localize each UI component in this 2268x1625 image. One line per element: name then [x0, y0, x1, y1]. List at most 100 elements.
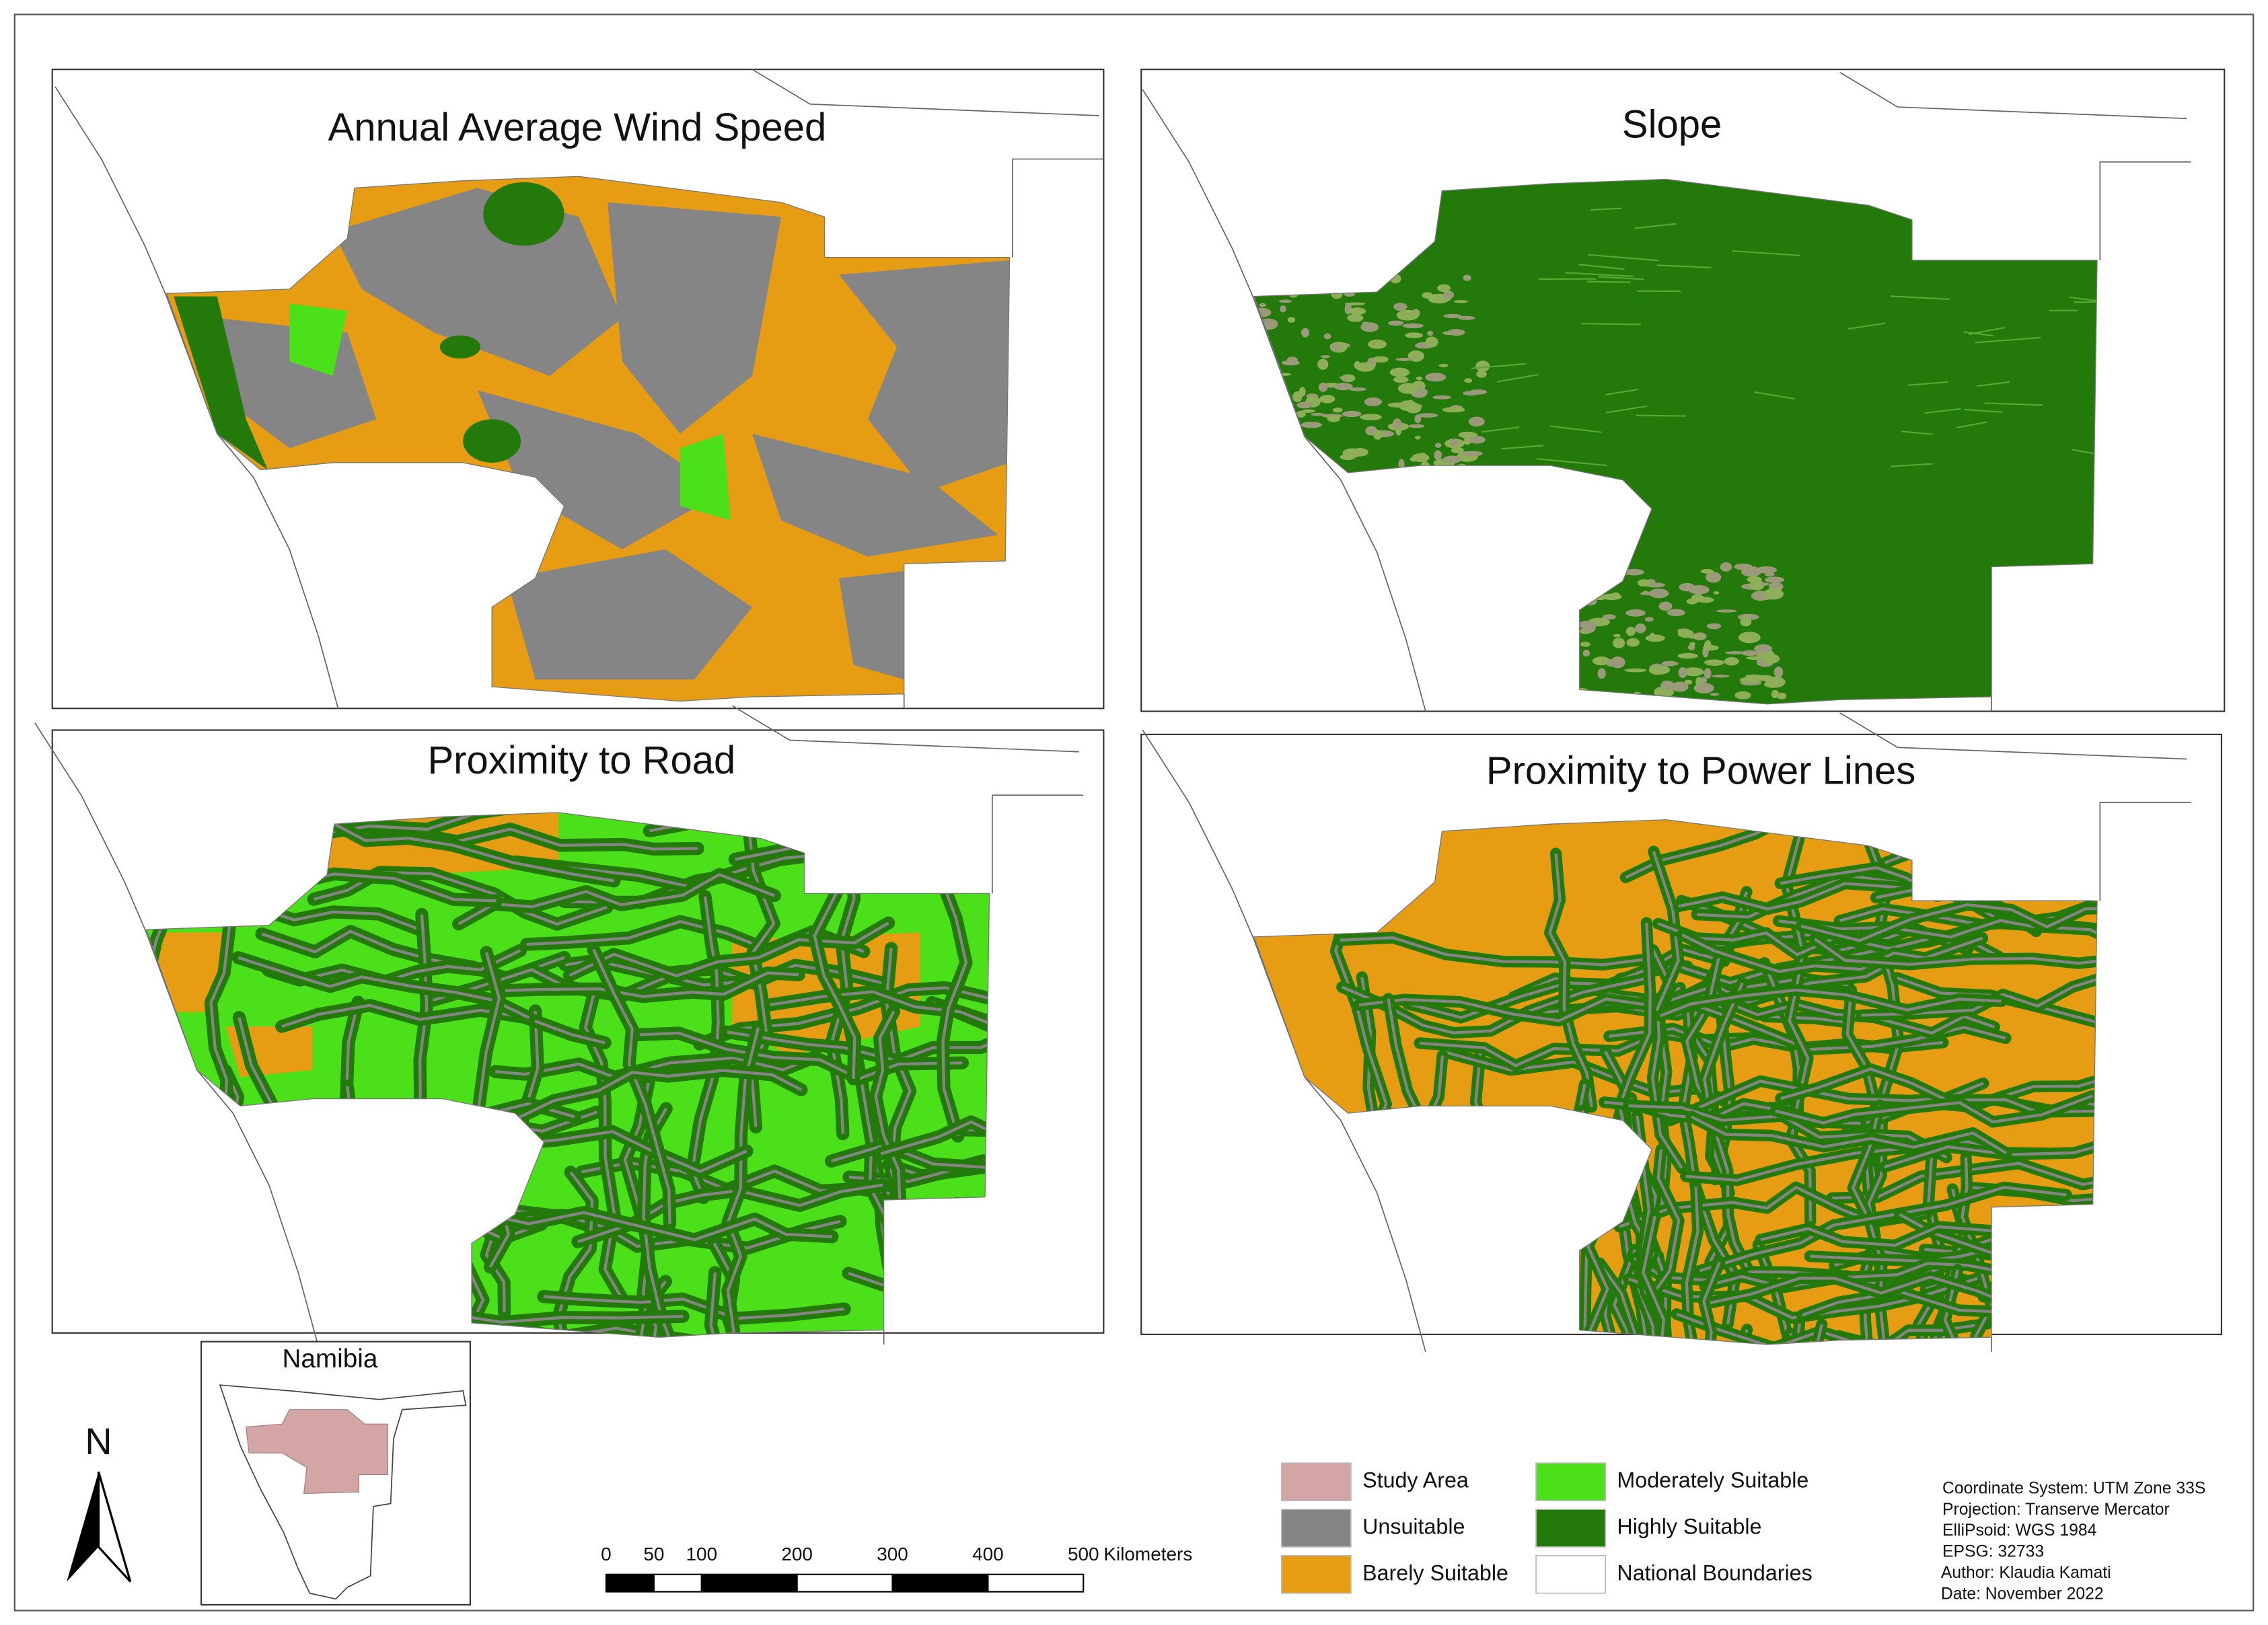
road-buffer	[1833, 1330, 2098, 1345]
slope-patch	[1438, 363, 1449, 368]
slope-patch	[1296, 410, 1306, 418]
slope-streak	[1908, 381, 1949, 386]
slope-patch	[1442, 291, 1455, 299]
slope-patch	[1278, 299, 1292, 303]
legend-swatch	[1535, 1462, 1607, 1502]
slope-patch	[1756, 658, 1763, 666]
slope-patch	[1412, 453, 1430, 463]
slope-patch	[1360, 322, 1379, 332]
scale-unit: Kilometers	[1103, 1544, 1192, 1564]
slope-patch	[1713, 591, 1720, 595]
scale-segment	[653, 1573, 702, 1593]
scale-segment	[987, 1573, 1085, 1593]
slope-streak	[1656, 264, 1712, 268]
suitability-zone	[174, 296, 268, 470]
slope-patch	[1648, 665, 1669, 675]
slope-streak	[1588, 254, 1659, 262]
scale-tick-label: 200	[781, 1544, 813, 1564]
slope-patch	[1613, 634, 1621, 638]
slope-patch	[1417, 413, 1438, 418]
road-line	[1548, 853, 1593, 1108]
legend-label: Highly Suitable	[1617, 1515, 1761, 1539]
legend-label: Barely Suitable	[1362, 1560, 1508, 1585]
slope-patch	[1402, 323, 1424, 328]
slope-patch	[1724, 656, 1739, 666]
scale-segment	[891, 1573, 989, 1593]
slope-patch	[1612, 638, 1625, 649]
slope-patch	[1340, 375, 1348, 380]
page-border	[13, 13, 2255, 1612]
road-line	[1613, 1249, 1649, 1345]
slope-patch	[1453, 300, 1469, 303]
road-line	[639, 1031, 963, 1080]
slope-streak	[1848, 322, 1886, 330]
slope-patch	[1704, 659, 1725, 666]
road-line	[1604, 1278, 1654, 1345]
slope-patch	[1624, 668, 1647, 673]
slope-streak	[1984, 402, 2043, 406]
slope-patch	[1388, 320, 1404, 326]
slope-patch	[1579, 621, 1596, 625]
slope-patch	[1301, 421, 1322, 428]
road-line	[1657, 922, 1934, 956]
slope-patch	[1764, 680, 1784, 688]
slope-patch	[1333, 383, 1353, 391]
slope-patch	[1771, 689, 1780, 699]
slope-streak	[1501, 445, 1543, 450]
road-line	[1897, 976, 2098, 1046]
suitability-zone	[506, 549, 753, 680]
slope-patch	[1660, 680, 1675, 690]
map-panel	[54, 69, 1104, 709]
slope-patch	[1761, 653, 1780, 664]
slope-patch	[1342, 448, 1362, 458]
slope-patch	[1301, 328, 1310, 338]
study-outline	[1253, 178, 2098, 705]
slope-streak	[1606, 405, 1648, 414]
slope-patch	[1319, 395, 1336, 404]
scale-segment	[796, 1573, 893, 1593]
road-line	[880, 1120, 990, 1179]
slope-patch	[1684, 679, 1693, 685]
slope-patch	[1437, 284, 1451, 293]
slope-patch	[1734, 563, 1753, 570]
slope-patch	[1422, 292, 1433, 299]
road-line	[237, 956, 530, 1020]
slope-streak	[1964, 408, 2003, 413]
slope-streak	[1481, 426, 1520, 433]
slope-patch	[1393, 418, 1401, 429]
road-line	[1861, 971, 2098, 1017]
legend-label: Study Area	[1362, 1468, 1469, 1492]
legend-swatch	[1535, 1554, 1607, 1594]
slope-patch	[1463, 391, 1479, 395]
info-line: Author: Klaudia Kamati	[1941, 1564, 2111, 1582]
legend-label: Moderately Suitable	[1617, 1468, 1808, 1492]
slope-streak	[1565, 272, 1634, 277]
slope-patch	[1750, 580, 1765, 591]
slope-patch	[1259, 303, 1266, 307]
national-boundary	[731, 705, 1079, 753]
slope-patch	[1318, 382, 1328, 392]
slope-patch	[1393, 303, 1407, 311]
slope-streak	[1549, 425, 1602, 433]
slope-patch	[1710, 693, 1720, 696]
slope-patch	[1712, 674, 1730, 678]
road-line	[1599, 1262, 1640, 1345]
road-line	[1651, 851, 1683, 1169]
info-line: Date: November 2022	[1941, 1585, 2104, 1603]
slope-patch	[1425, 373, 1447, 382]
panel-title: Slope	[1622, 102, 1722, 146]
slope-patch	[1296, 402, 1313, 409]
slope-patch	[1763, 588, 1784, 600]
study-area	[166, 176, 1010, 702]
highly-zone	[439, 335, 480, 359]
slope-patch	[1321, 354, 1330, 358]
road-line	[1703, 982, 1752, 1275]
slope-patch	[1356, 362, 1375, 372]
slope-patch	[1464, 378, 1473, 383]
slope-patch	[1678, 667, 1687, 679]
slope-patch	[1599, 620, 1607, 624]
road-line	[1943, 1269, 2002, 1345]
suitability-zone	[752, 433, 998, 557]
slope-patch	[1635, 623, 1646, 634]
slope-patch	[1396, 309, 1420, 321]
